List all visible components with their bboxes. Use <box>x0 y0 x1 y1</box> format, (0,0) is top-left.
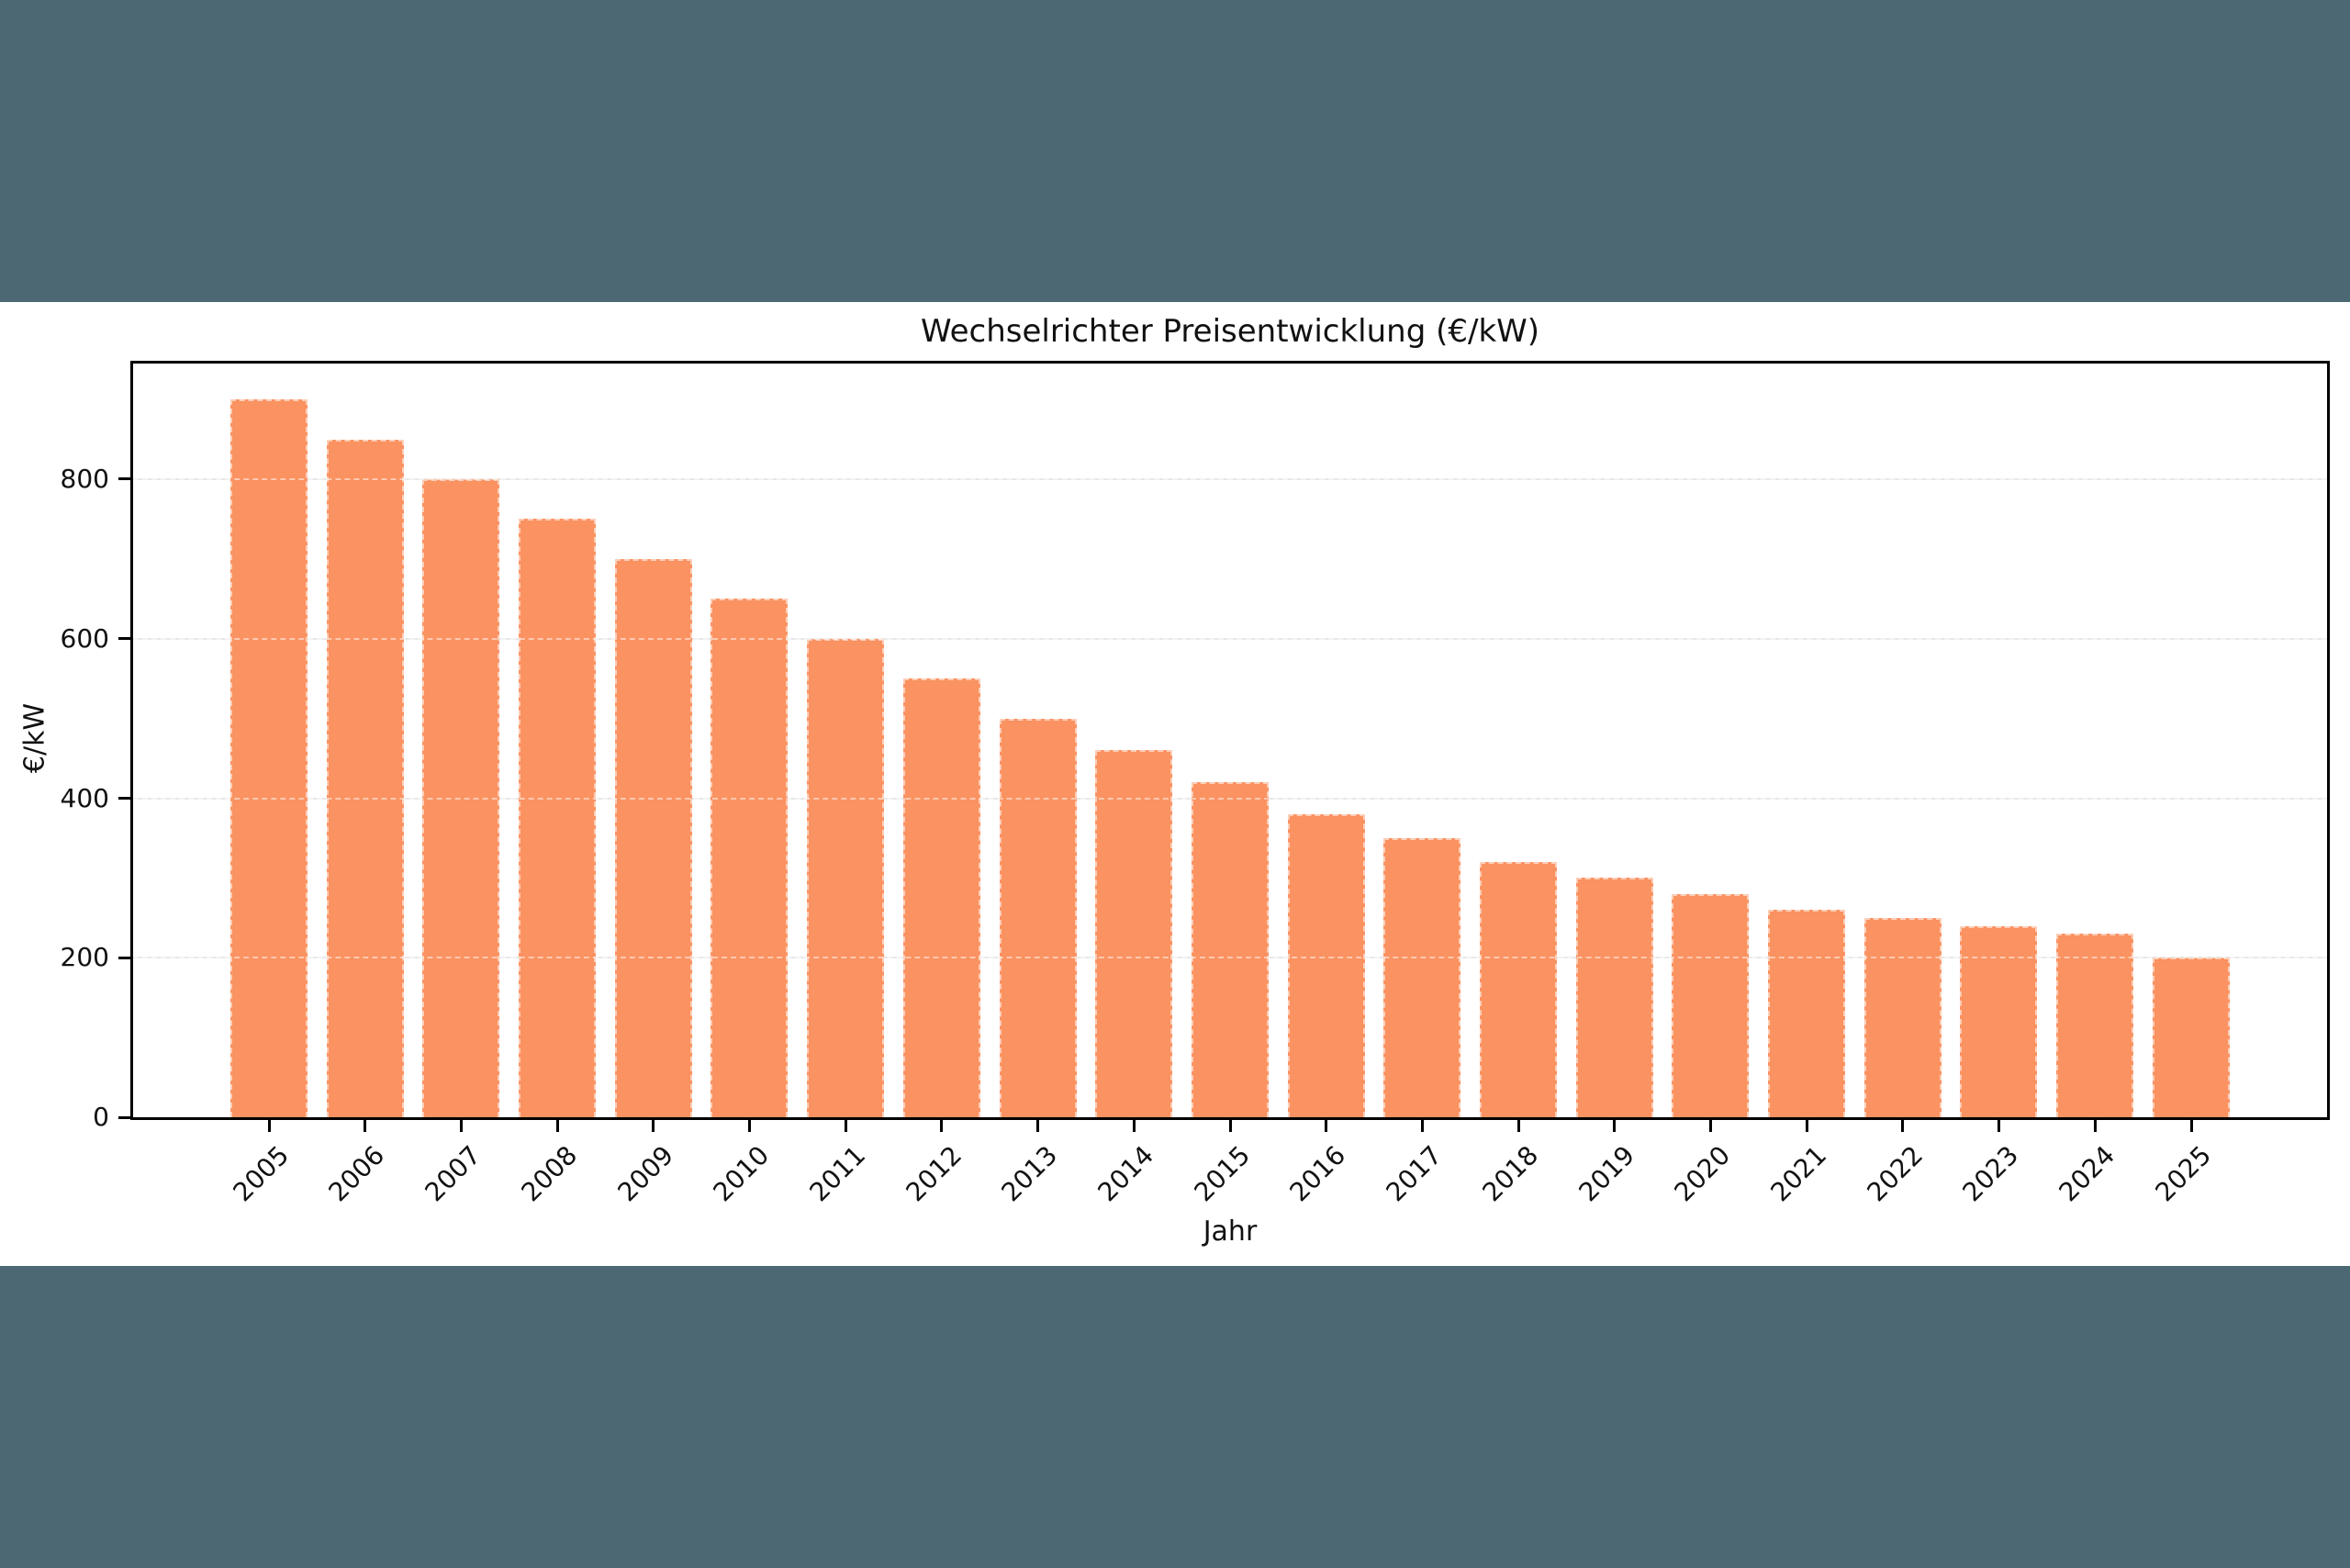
bar-2008 <box>519 519 597 1117</box>
bar-2021 <box>1768 910 1845 1117</box>
gridline-overlay-600 <box>133 637 2327 640</box>
x-tick-mark-2019 <box>1613 1120 1617 1132</box>
bar-2020 <box>1672 893 1750 1117</box>
y-tick-mark-800 <box>118 477 130 481</box>
bar-2005 <box>230 399 308 1117</box>
bar-2016 <box>1287 813 1365 1117</box>
x-tick-label-2025: 2025 <box>2149 1139 2217 1208</box>
bar-2025 <box>2152 958 2230 1117</box>
bar-2012 <box>902 678 980 1117</box>
x-tick-mark-2023 <box>1998 1120 2001 1132</box>
bar-series <box>133 364 2327 1117</box>
bar-2019 <box>1575 878 1653 1117</box>
x-tick-mark-2024 <box>2093 1120 2097 1132</box>
x-tick-mark-2013 <box>1036 1120 1040 1132</box>
y-tick-mark-200 <box>118 956 130 959</box>
y-tick-label-200: 200 <box>60 942 109 973</box>
x-tick-mark-2012 <box>940 1120 944 1132</box>
bar-2010 <box>711 599 789 1117</box>
y-tick-label-600: 600 <box>60 622 109 654</box>
x-tick-mark-2022 <box>1901 1120 1905 1132</box>
chart-canvas: Wechselrichter Preisentwicklung (€/kW) 0… <box>0 302 2350 1266</box>
x-tick-mark-2020 <box>1709 1120 1712 1132</box>
bar-2015 <box>1191 782 1269 1117</box>
x-tick-mark-2009 <box>652 1120 655 1132</box>
bar-2013 <box>999 718 1077 1117</box>
chart-title: Wechselrichter Preisentwicklung (€/kW) <box>920 313 1540 350</box>
x-axis-label: Jahr <box>1203 1215 1258 1248</box>
x-tick-mark-2006 <box>364 1120 367 1132</box>
bar-2014 <box>1095 750 1173 1117</box>
x-tick-mark-2015 <box>1228 1120 1232 1132</box>
x-tick-mark-2016 <box>1325 1120 1328 1132</box>
x-tick-mark-2007 <box>459 1120 463 1132</box>
y-tick-mark-400 <box>118 797 130 800</box>
gridline-overlay-200 <box>133 957 2327 959</box>
bar-2024 <box>2056 934 2134 1117</box>
y-tick-mark-0 <box>118 1115 130 1119</box>
x-tick-mark-2017 <box>1420 1120 1424 1132</box>
x-tick-mark-2021 <box>1805 1120 1808 1132</box>
x-tick-mark-2025 <box>2189 1120 2193 1132</box>
y-tick-label-0: 0 <box>93 1102 109 1132</box>
bar-2023 <box>1960 925 2038 1117</box>
x-tick-mark-2011 <box>844 1120 847 1132</box>
bar-2009 <box>614 558 692 1117</box>
bar-2018 <box>1479 862 1557 1117</box>
bar-2017 <box>1383 837 1461 1117</box>
x-tick-mark-2005 <box>267 1120 271 1132</box>
bar-2006 <box>326 439 404 1117</box>
y-axis-label: €/kW <box>18 702 51 774</box>
bar-2011 <box>807 638 885 1117</box>
gridline-overlay-400 <box>133 797 2327 800</box>
bar-2022 <box>1863 917 1942 1117</box>
x-tick-mark-2014 <box>1132 1120 1136 1132</box>
gridline-overlay-800 <box>133 477 2327 480</box>
x-tick-mark-2010 <box>748 1120 751 1132</box>
y-tick-mark-600 <box>118 637 130 641</box>
y-tick-label-800: 800 <box>60 463 109 494</box>
plot-area: 0 200 400 600 800 2005 2006 2007 2008 2009 2010 20… <box>61 361 2330 1207</box>
x-tick-mark-2018 <box>1516 1120 1520 1132</box>
x-tick-mark-2008 <box>555 1120 559 1132</box>
y-tick-label-400: 400 <box>60 782 109 813</box>
